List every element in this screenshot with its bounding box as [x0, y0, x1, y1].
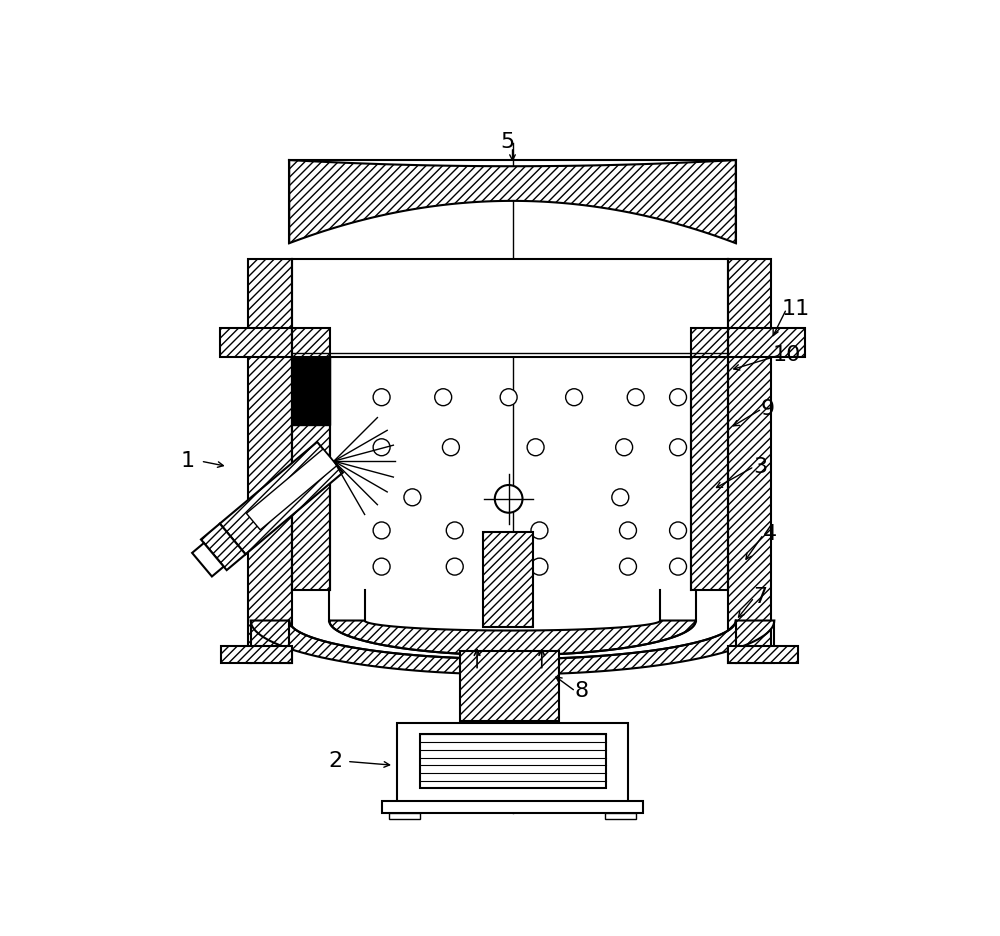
Polygon shape	[365, 590, 660, 631]
Bar	[292, 258, 728, 358]
Text: 2: 2	[328, 752, 342, 771]
Bar	[691, 328, 728, 358]
Text: 7: 7	[753, 588, 768, 607]
Bar	[420, 735, 606, 788]
Bar	[605, 813, 636, 819]
Circle shape	[627, 388, 644, 405]
Text: 11: 11	[782, 299, 810, 318]
Circle shape	[404, 489, 421, 505]
Circle shape	[612, 489, 629, 505]
Bar	[221, 646, 292, 663]
Bar	[397, 723, 628, 805]
Circle shape	[373, 388, 390, 405]
Bar	[382, 801, 643, 813]
Text: 9: 9	[761, 399, 775, 418]
Polygon shape	[289, 621, 736, 659]
Circle shape	[500, 388, 517, 405]
Circle shape	[566, 388, 583, 405]
Bar	[292, 358, 330, 590]
Circle shape	[446, 558, 463, 575]
Polygon shape	[192, 543, 224, 577]
Text: 8: 8	[575, 681, 589, 701]
Circle shape	[670, 558, 687, 575]
Circle shape	[495, 485, 523, 513]
Polygon shape	[246, 449, 337, 530]
Bar	[292, 258, 456, 297]
Bar	[292, 328, 330, 358]
Circle shape	[442, 439, 459, 456]
Bar	[728, 258, 771, 663]
Circle shape	[373, 558, 390, 575]
Bar	[292, 358, 330, 425]
Bar	[691, 358, 728, 590]
Bar	[460, 651, 559, 721]
Text: 1: 1	[180, 451, 195, 471]
Polygon shape	[329, 621, 696, 655]
Circle shape	[670, 388, 687, 405]
Bar	[248, 258, 292, 663]
Circle shape	[531, 522, 548, 539]
Circle shape	[620, 558, 636, 575]
Polygon shape	[201, 523, 246, 570]
Text: 4: 4	[763, 524, 777, 544]
Circle shape	[373, 439, 390, 456]
Circle shape	[670, 439, 687, 456]
Polygon shape	[251, 621, 774, 675]
Polygon shape	[289, 160, 736, 243]
Circle shape	[670, 522, 687, 539]
Polygon shape	[220, 442, 343, 554]
Bar	[728, 646, 798, 663]
Circle shape	[531, 558, 548, 575]
Circle shape	[435, 388, 452, 405]
Circle shape	[620, 522, 636, 539]
Bar	[220, 328, 292, 358]
Text: 5: 5	[500, 132, 514, 152]
Circle shape	[527, 439, 544, 456]
Bar	[728, 328, 805, 358]
Text: 3: 3	[753, 457, 768, 476]
Circle shape	[616, 439, 633, 456]
Circle shape	[373, 522, 390, 539]
Bar	[483, 532, 533, 627]
Bar	[389, 813, 420, 819]
Text: 10: 10	[772, 344, 801, 365]
Circle shape	[446, 522, 463, 539]
